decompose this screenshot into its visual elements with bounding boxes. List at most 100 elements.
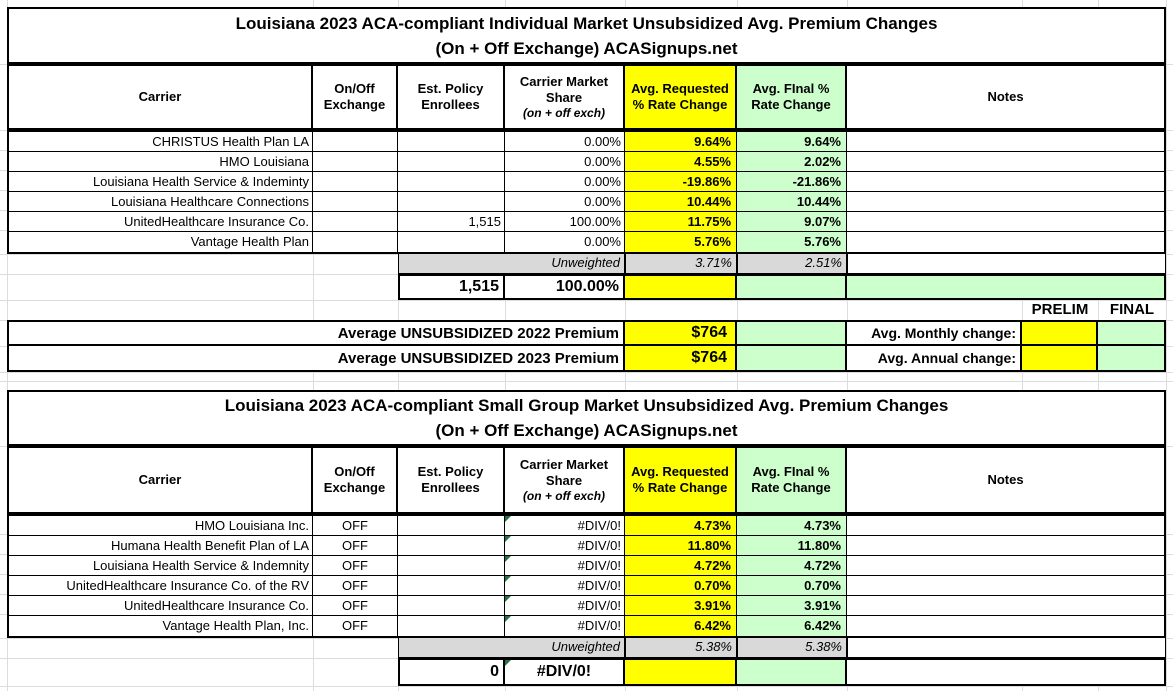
cell-carrier[interactable]: UnitedHealthcare Insurance Co. — [9, 212, 313, 231]
summary-final-cell[interactable] — [737, 322, 847, 344]
cell-carrier[interactable]: CHRISTUS Health Plan LA — [9, 132, 313, 151]
cell-enrollees[interactable] — [398, 232, 505, 252]
summary-side-label[interactable]: Avg. Monthly change: — [847, 322, 1022, 344]
cell-requested-rate[interactable]: 4.55% — [625, 152, 737, 171]
cell-final-rate[interactable]: 9.64% — [737, 132, 847, 151]
cell-market-share[interactable]: 0.00% — [505, 152, 625, 171]
cell-requested-rate[interactable]: 11.75% — [625, 212, 737, 231]
cell-notes[interactable] — [847, 616, 1164, 636]
cell-enrollees[interactable] — [398, 596, 505, 615]
summary-prelim-cell[interactable] — [1022, 346, 1098, 370]
cell-exchange[interactable]: OFF — [313, 536, 398, 555]
column-header-notes[interactable]: Notes — [987, 89, 1024, 104]
final-column-header[interactable]: FINAL — [1109, 301, 1155, 318]
summary-final-value-cell[interactable] — [1098, 322, 1164, 344]
cell-enrollees[interactable] — [398, 536, 505, 555]
summary-prelim-cell[interactable] — [1022, 322, 1098, 344]
unweighted-final-cell[interactable]: 5.38% — [737, 638, 847, 658]
summary-value-cell[interactable]: $764 — [625, 322, 737, 344]
unweighted-label-cell[interactable]: Unweighted — [398, 254, 625, 274]
summary-label[interactable]: Average UNSUBSIDIZED 2022 Premium — [9, 322, 625, 344]
cell-final-rate[interactable]: 10.44% — [737, 192, 847, 211]
cell-market-share[interactable]: 0.00% — [505, 192, 625, 211]
cell-exchange[interactable] — [313, 132, 398, 151]
cell-requested-rate[interactable]: 6.42% — [625, 616, 737, 636]
cell-carrier[interactable]: Vantage Health Plan, Inc. — [9, 616, 313, 636]
unweighted-notes-cell[interactable] — [847, 638, 1166, 658]
cell-market-share[interactable]: 100.00% — [505, 212, 625, 231]
cell-requested-rate[interactable]: 4.73% — [625, 516, 737, 535]
cell-carrier[interactable]: UnitedHealthcare Insurance Co. of the RV — [9, 576, 313, 595]
total-requested-cell[interactable] — [625, 660, 737, 684]
cell-requested-rate[interactable]: 3.91% — [625, 596, 737, 615]
cell-exchange[interactable]: OFF — [313, 616, 398, 636]
summary-final-cell[interactable] — [737, 346, 847, 370]
cell-carrier[interactable]: HMO Louisiana Inc. — [9, 516, 313, 535]
total-share-cell[interactable]: #DIV/0! — [505, 660, 625, 684]
total-enrollees-cell[interactable]: 1,515 — [400, 276, 505, 298]
column-header-requested[interactable]: Avg. Requested % Rate Change — [625, 66, 737, 128]
cell-market-share[interactable]: #DIV/0! — [505, 556, 625, 575]
total-share-cell[interactable]: 100.00% — [505, 276, 625, 298]
column-header-exchange[interactable]: On/Off Exchange — [313, 448, 398, 512]
cell-notes[interactable] — [847, 232, 1164, 252]
column-header-carrier[interactable]: Carrier — [9, 66, 313, 128]
cell-requested-rate[interactable]: 4.72% — [625, 556, 737, 575]
cell-carrier[interactable]: Louisiana Healthcare Connections — [9, 192, 313, 211]
cell-market-share[interactable]: 0.00% — [505, 232, 625, 252]
cell-notes[interactable] — [847, 556, 1164, 575]
cell-enrollees[interactable]: 1,515 — [398, 212, 505, 231]
cell-carrier[interactable]: UnitedHealthcare Insurance Co. — [9, 596, 313, 615]
cell-final-rate[interactable]: 6.42% — [737, 616, 847, 636]
cell-exchange[interactable] — [313, 152, 398, 171]
cell-enrollees[interactable] — [398, 172, 505, 191]
cell-final-rate[interactable]: 4.72% — [737, 556, 847, 575]
unweighted-requested-cell[interactable]: 5.38% — [625, 638, 737, 658]
total-enrollees-cell[interactable]: 0 — [400, 660, 505, 684]
cell-notes[interactable] — [847, 172, 1164, 191]
summary-side-label[interactable]: Avg. Annual change: — [847, 346, 1022, 370]
cell-carrier[interactable]: Vantage Health Plan — [9, 232, 313, 252]
cell-requested-rate[interactable]: -19.86% — [625, 172, 737, 191]
cell-enrollees[interactable] — [398, 152, 505, 171]
column-header-carrier[interactable]: Carrier — [9, 448, 313, 512]
unweighted-notes-cell[interactable] — [847, 254, 1166, 274]
cell-final-rate[interactable]: 5.76% — [737, 232, 847, 252]
summary-value-cell[interactable]: $764 — [625, 346, 737, 370]
prelim-column-header[interactable]: PRELIM — [1031, 301, 1089, 318]
cell-exchange[interactable]: OFF — [313, 556, 398, 575]
cell-notes[interactable] — [847, 516, 1164, 535]
column-header-enrollees[interactable]: Est. Policy Enrollees — [398, 448, 505, 512]
cell-carrier[interactable]: Humana Health Benefit Plan of LA — [9, 536, 313, 555]
cell-final-rate[interactable]: -21.86% — [737, 172, 847, 191]
unweighted-label-cell[interactable]: Unweighted — [398, 638, 625, 658]
cell-final-rate[interactable]: 11.80% — [737, 536, 847, 555]
cell-market-share[interactable]: #DIV/0! — [505, 596, 625, 615]
cell-final-rate[interactable]: 9.07% — [737, 212, 847, 231]
total-notes-cell[interactable] — [847, 660, 1164, 684]
column-header-share[interactable]: Carrier Market Share (on + off exch) — [505, 66, 625, 128]
cell-exchange[interactable] — [313, 172, 398, 191]
cell-notes[interactable] — [847, 192, 1164, 211]
cell-enrollees[interactable] — [398, 132, 505, 151]
total-final-cell[interactable] — [737, 276, 847, 298]
cell-exchange[interactable]: OFF — [313, 576, 398, 595]
cell-carrier[interactable]: HMO Louisiana — [9, 152, 313, 171]
cell-notes[interactable] — [847, 536, 1164, 555]
cell-enrollees[interactable] — [398, 556, 505, 575]
cell-market-share[interactable]: 0.00% — [505, 172, 625, 191]
unweighted-requested-cell[interactable]: 3.71% — [625, 254, 737, 274]
cell-market-share[interactable]: #DIV/0! — [505, 516, 625, 535]
cell-exchange[interactable] — [313, 192, 398, 211]
total-notes-cell[interactable] — [847, 276, 1164, 298]
cell-notes[interactable] — [847, 212, 1164, 231]
cell-notes[interactable] — [847, 576, 1164, 595]
column-header-enrollees[interactable]: Est. Policy Enrollees — [398, 66, 505, 128]
cell-enrollees[interactable] — [398, 516, 505, 535]
cell-carrier[interactable]: Louisiana Health Service & Indeminty — [9, 172, 313, 191]
column-header-notes[interactable]: Notes — [987, 472, 1024, 487]
total-requested-cell[interactable] — [625, 276, 737, 298]
cell-requested-rate[interactable]: 11.80% — [625, 536, 737, 555]
unweighted-final-cell[interactable]: 2.51% — [737, 254, 847, 274]
cell-exchange[interactable] — [313, 232, 398, 252]
